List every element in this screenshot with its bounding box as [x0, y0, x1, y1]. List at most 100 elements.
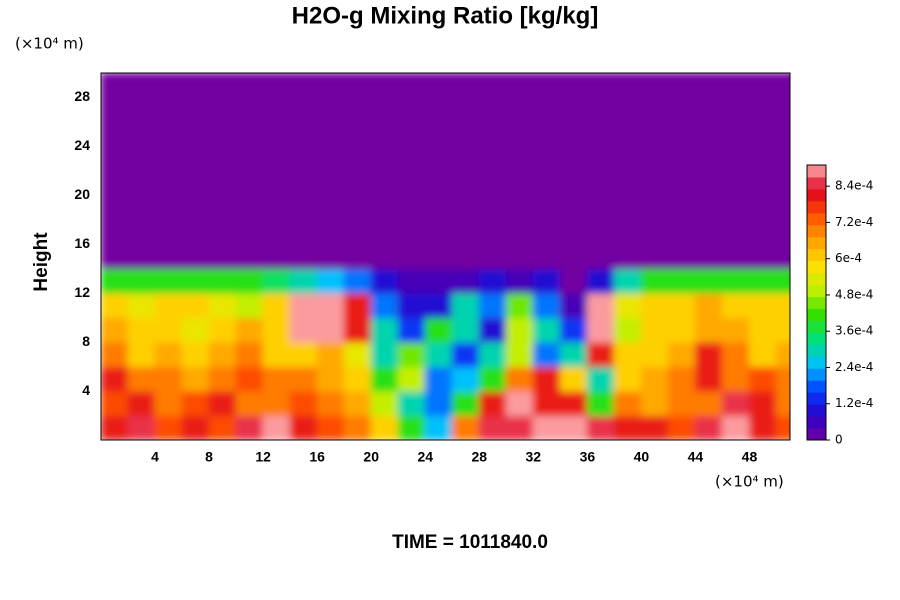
cell: [613, 96, 642, 123]
colorbar-tick-label: 8.4e-4: [835, 179, 873, 193]
cell: [667, 73, 696, 98]
cell: [640, 96, 669, 123]
cell: [478, 268, 507, 294]
cell: [721, 194, 750, 221]
cell: [559, 194, 588, 221]
cell: [586, 96, 615, 123]
cell: [532, 341, 561, 368]
cell: [154, 292, 183, 319]
cell: [775, 317, 790, 343]
cell: [775, 415, 790, 440]
cell: [316, 170, 345, 196]
cell: [775, 194, 790, 221]
cell: [721, 219, 750, 245]
cell: [262, 317, 291, 343]
cell: [451, 219, 480, 245]
cell: [208, 243, 237, 270]
x-tick-label: 32: [526, 449, 542, 465]
cell: [424, 96, 453, 123]
cell: [397, 317, 426, 343]
cell: [478, 292, 507, 319]
cell: [775, 219, 790, 245]
y-tick-label: 8: [82, 333, 90, 349]
cell: [748, 170, 777, 196]
cell: [154, 194, 183, 221]
cell: [154, 170, 183, 196]
cell: [154, 390, 183, 417]
cell: [451, 73, 480, 98]
cell: [451, 121, 480, 147]
cell: [101, 170, 129, 196]
y-tick-label: 16: [74, 235, 90, 251]
cell: [748, 366, 777, 392]
cell: [667, 341, 696, 368]
cell: [127, 243, 156, 270]
cell: [559, 145, 588, 172]
cell: [208, 415, 237, 440]
cell: [505, 390, 534, 417]
cell: [694, 194, 723, 221]
cell: [289, 121, 318, 147]
cell: [370, 390, 399, 417]
cell: [478, 73, 507, 98]
cell: [505, 341, 534, 368]
cell: [397, 366, 426, 392]
cell: [397, 194, 426, 221]
cell: [478, 219, 507, 245]
cell: [181, 268, 210, 294]
cell: [478, 243, 507, 270]
cell: [748, 292, 777, 319]
cell: [343, 390, 372, 417]
cell: [748, 268, 777, 294]
cell: [208, 268, 237, 294]
cell: [370, 121, 399, 147]
cell: [613, 243, 642, 270]
colorbar-tick-label: 0: [835, 433, 843, 447]
cell: [397, 96, 426, 123]
cell: [181, 292, 210, 319]
cell: [370, 341, 399, 368]
cell: [613, 121, 642, 147]
cell: [667, 243, 696, 270]
cell: [721, 121, 750, 147]
cell: [505, 317, 534, 343]
cell: [262, 145, 291, 172]
cell: [478, 415, 507, 440]
cell: [289, 366, 318, 392]
cell: [559, 341, 588, 368]
cell: [586, 341, 615, 368]
cell: [289, 243, 318, 270]
colorbar-step: [807, 212, 826, 226]
cell: [316, 317, 345, 343]
cell: [424, 292, 453, 319]
cell: [640, 415, 669, 440]
colorbar-step: [807, 308, 826, 321]
cell: [478, 317, 507, 343]
cell: [640, 268, 669, 294]
cell: [235, 121, 264, 147]
cell: [127, 145, 156, 172]
cell: [127, 317, 156, 343]
cell: [721, 415, 750, 440]
cell: [316, 366, 345, 392]
cell: [424, 170, 453, 196]
cell: [262, 366, 291, 392]
cell: [667, 415, 696, 440]
cell: [640, 390, 669, 417]
cell: [154, 243, 183, 270]
cell: [640, 194, 669, 221]
cell: [559, 219, 588, 245]
cell: [343, 73, 372, 98]
cell: [289, 292, 318, 319]
cell: [262, 268, 291, 294]
colorbar-tick-label: 3.6e-4: [835, 324, 873, 338]
colorbar-step: [807, 356, 826, 369]
cell: [613, 341, 642, 368]
cell: [586, 170, 615, 196]
cell: [424, 366, 453, 392]
cell: [640, 292, 669, 319]
cell: [370, 170, 399, 196]
colorbar-tick-label: 1.2e-4: [835, 396, 873, 410]
x-tick-label: 16: [309, 449, 325, 465]
cell: [343, 121, 372, 147]
